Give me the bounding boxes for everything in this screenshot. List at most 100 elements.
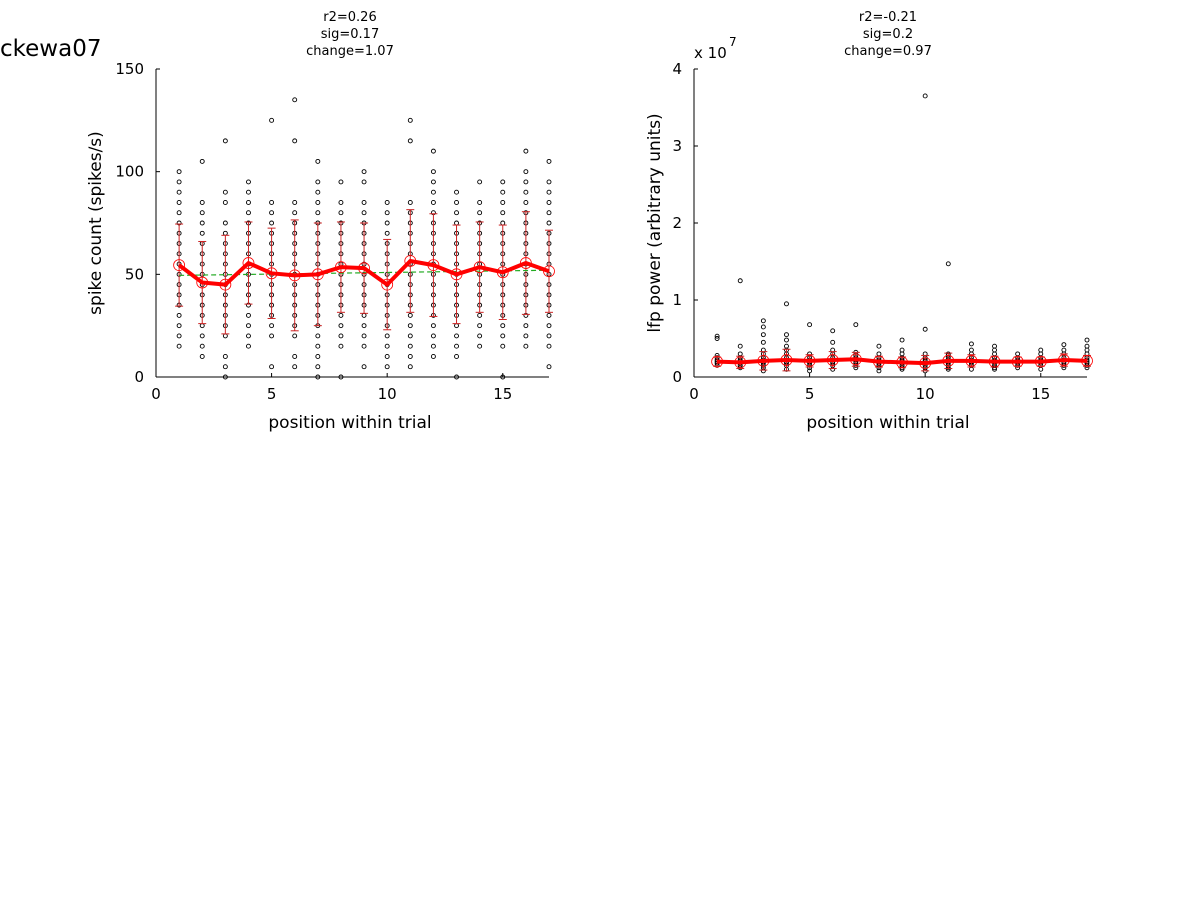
data-point xyxy=(807,322,813,328)
data-point xyxy=(338,343,344,349)
data-point xyxy=(222,354,228,359)
data-point xyxy=(876,368,882,374)
data-point xyxy=(246,189,251,195)
x-axis-label: position within trial xyxy=(806,413,969,433)
data-point xyxy=(714,336,720,341)
data-point xyxy=(523,323,529,329)
data-point xyxy=(199,323,205,329)
y-scale-factor: x 10 xyxy=(694,44,727,62)
data-point xyxy=(338,200,344,205)
y-tick-label: 4 xyxy=(672,60,682,78)
data-point xyxy=(407,138,413,144)
data-point xyxy=(430,333,436,339)
data-point xyxy=(1084,343,1090,349)
chart-panel-spike-count: r2=0.26 sig=0.17 change=1.07 position wi… xyxy=(86,10,555,433)
data-point xyxy=(546,364,552,370)
data-point xyxy=(922,93,928,99)
data-point xyxy=(454,354,459,359)
data-point xyxy=(760,318,766,324)
y-scale-exponent: 7 xyxy=(729,35,737,49)
data-point xyxy=(523,189,529,195)
mean-marker xyxy=(219,278,232,291)
mean-marker xyxy=(404,255,417,267)
y-tick-label: 100 xyxy=(115,163,144,181)
data-point xyxy=(384,333,390,339)
data-point xyxy=(500,200,506,205)
mean-marker xyxy=(427,259,440,271)
data-point xyxy=(176,169,182,175)
data-point xyxy=(523,333,529,339)
mean-marker xyxy=(196,276,209,289)
data-point xyxy=(523,179,529,185)
data-point xyxy=(523,200,529,205)
data-point xyxy=(384,230,390,236)
data-point xyxy=(1038,351,1044,357)
data-point xyxy=(454,220,459,226)
data-point xyxy=(338,312,344,318)
data-point xyxy=(176,210,182,216)
data-point xyxy=(176,333,182,339)
chart-title-line-2: sig=0.17 xyxy=(321,27,379,42)
data-point xyxy=(315,210,321,216)
mean-marker xyxy=(988,355,1001,368)
data-point xyxy=(222,200,228,205)
y-tick-label: 150 xyxy=(115,60,144,78)
data-point xyxy=(430,354,436,359)
data-point xyxy=(784,343,789,349)
data-point xyxy=(546,323,552,329)
y-tick-label: 50 xyxy=(125,265,144,283)
data-point xyxy=(430,148,436,154)
mean-marker xyxy=(942,354,955,367)
y-axis-label: spike count (spikes/s) xyxy=(86,131,106,315)
chart-title-line-2: sig=0.2 xyxy=(863,27,913,42)
data-point xyxy=(760,339,766,345)
data-point xyxy=(199,354,205,359)
data-point xyxy=(315,333,321,339)
data-point xyxy=(199,210,205,216)
data-point xyxy=(1038,347,1044,353)
mean-marker xyxy=(519,257,532,269)
data-point xyxy=(807,368,813,374)
data-point xyxy=(454,189,459,195)
data-point xyxy=(477,333,483,339)
data-point xyxy=(477,323,483,329)
data-point xyxy=(407,312,413,318)
data-point xyxy=(361,200,367,205)
data-point xyxy=(968,341,974,347)
data-point xyxy=(315,200,321,205)
data-point xyxy=(830,328,836,334)
data-point xyxy=(269,220,275,226)
data-point xyxy=(176,200,182,205)
data-point xyxy=(876,343,882,349)
data-point xyxy=(430,179,436,185)
data-point xyxy=(922,326,928,332)
mean-marker xyxy=(1057,354,1070,366)
data-point xyxy=(477,179,483,185)
mean-marker xyxy=(919,357,932,370)
data-point xyxy=(361,333,367,339)
data-point xyxy=(899,337,905,343)
data-point xyxy=(454,333,459,339)
data-point xyxy=(899,351,905,357)
data-point xyxy=(430,343,436,349)
data-point xyxy=(407,354,413,359)
data-point xyxy=(176,312,182,318)
chart-title-line-3: change=0.97 xyxy=(844,44,932,59)
mean-marker xyxy=(757,354,770,367)
mean-marker xyxy=(780,354,793,366)
chart-title-line-1: r2=-0.21 xyxy=(859,10,917,25)
data-point xyxy=(222,138,228,144)
data-point xyxy=(176,323,182,329)
data-point xyxy=(246,323,251,329)
data-point xyxy=(176,179,182,185)
data-point xyxy=(315,158,321,164)
x-tick-label: 5 xyxy=(267,385,277,403)
data-point xyxy=(500,374,506,380)
data-point xyxy=(315,179,321,185)
fit-line xyxy=(179,269,550,276)
data-point xyxy=(784,337,789,343)
data-point xyxy=(523,148,529,154)
data-point xyxy=(384,200,390,205)
data-point xyxy=(454,210,459,216)
